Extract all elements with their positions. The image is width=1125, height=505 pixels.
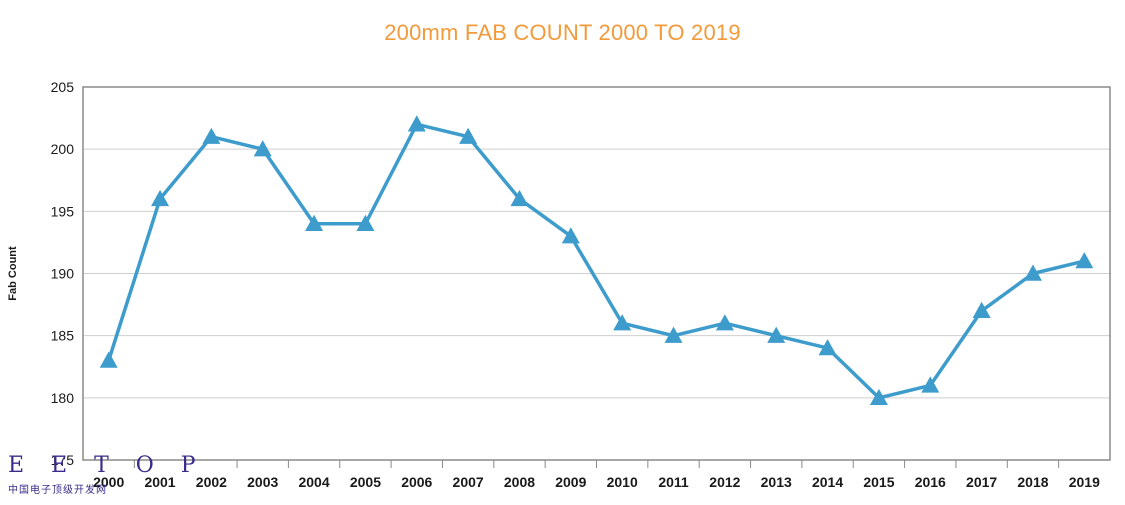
watermark: E E T O P 中国电子顶级开发网 xyxy=(8,453,206,497)
x-tick-label: 2009 xyxy=(555,474,586,490)
y-tick-label: 200 xyxy=(51,141,75,157)
data-point-marker xyxy=(356,214,375,231)
data-point-marker xyxy=(715,314,734,331)
data-point-marker xyxy=(613,314,632,331)
x-tick-label: 2006 xyxy=(401,474,432,490)
y-tick-label: 195 xyxy=(51,203,75,219)
data-point-marker xyxy=(664,326,683,343)
y-tick-label: 175 xyxy=(51,452,75,468)
gridlines xyxy=(83,148,1110,399)
data-point-marker xyxy=(407,115,426,132)
data-point-marker xyxy=(510,189,529,207)
data-point-marker xyxy=(202,127,221,144)
data-point-marker xyxy=(1075,252,1094,269)
data-point-marker xyxy=(561,227,580,244)
data-point-marker xyxy=(459,127,478,144)
data-point-marker xyxy=(151,189,170,207)
x-tick-label: 2005 xyxy=(350,474,381,490)
data-point-marker xyxy=(767,326,786,343)
x-tick-label: 2001 xyxy=(144,474,175,490)
x-tick-label: 2007 xyxy=(453,474,484,490)
x-tick-label: 2013 xyxy=(761,474,792,490)
x-tick-label: 2004 xyxy=(298,474,329,490)
y-axis-label: Fab Count xyxy=(7,246,19,301)
data-point-marker xyxy=(305,214,324,231)
x-tick-label: 2017 xyxy=(966,474,997,490)
data-point-marker xyxy=(1023,264,1042,281)
data-point-marker xyxy=(253,140,272,157)
y-axis-ticks: 175 180 185 190 195 200 205 xyxy=(51,79,75,468)
watermark-logo: E E T O P xyxy=(8,453,206,478)
x-tick-label: 2015 xyxy=(863,474,894,490)
x-tick-label: 2016 xyxy=(915,474,946,490)
x-tick-label: 2019 xyxy=(1069,474,1100,490)
watermark-subtitle: 中国电子顶级开发网 xyxy=(8,485,107,496)
x-tick-label: 2011 xyxy=(658,474,689,490)
x-axis-ticks: 2000 2001 2002 2003 2004 2005 2006 2007 2008 2009… xyxy=(93,460,1100,490)
y-tick-label: 190 xyxy=(51,266,75,282)
x-tick-label: 2012 xyxy=(709,474,740,490)
series-line xyxy=(107,122,1085,400)
chart-title: 200mm FAB COUNT 2000 TO 2019 xyxy=(384,20,741,45)
data-point-marker xyxy=(972,301,991,318)
y-tick-label: 180 xyxy=(51,390,75,406)
y-tick-label: 205 xyxy=(51,79,75,95)
x-tick-label: 2003 xyxy=(247,474,278,490)
series xyxy=(99,115,1094,406)
x-tick-label: 2010 xyxy=(607,474,638,490)
data-point-marker xyxy=(818,339,837,356)
y-tick-label: 185 xyxy=(51,328,75,344)
x-tick-label: 2008 xyxy=(504,474,535,490)
data-point-marker xyxy=(99,351,118,368)
x-tick-label: 2000 xyxy=(93,474,124,490)
x-tick-label: 2018 xyxy=(1017,474,1048,490)
data-point-marker xyxy=(869,388,888,406)
x-tick-label: 2014 xyxy=(812,474,843,490)
x-tick-label: 2002 xyxy=(196,474,227,490)
data-point-marker xyxy=(921,376,940,393)
